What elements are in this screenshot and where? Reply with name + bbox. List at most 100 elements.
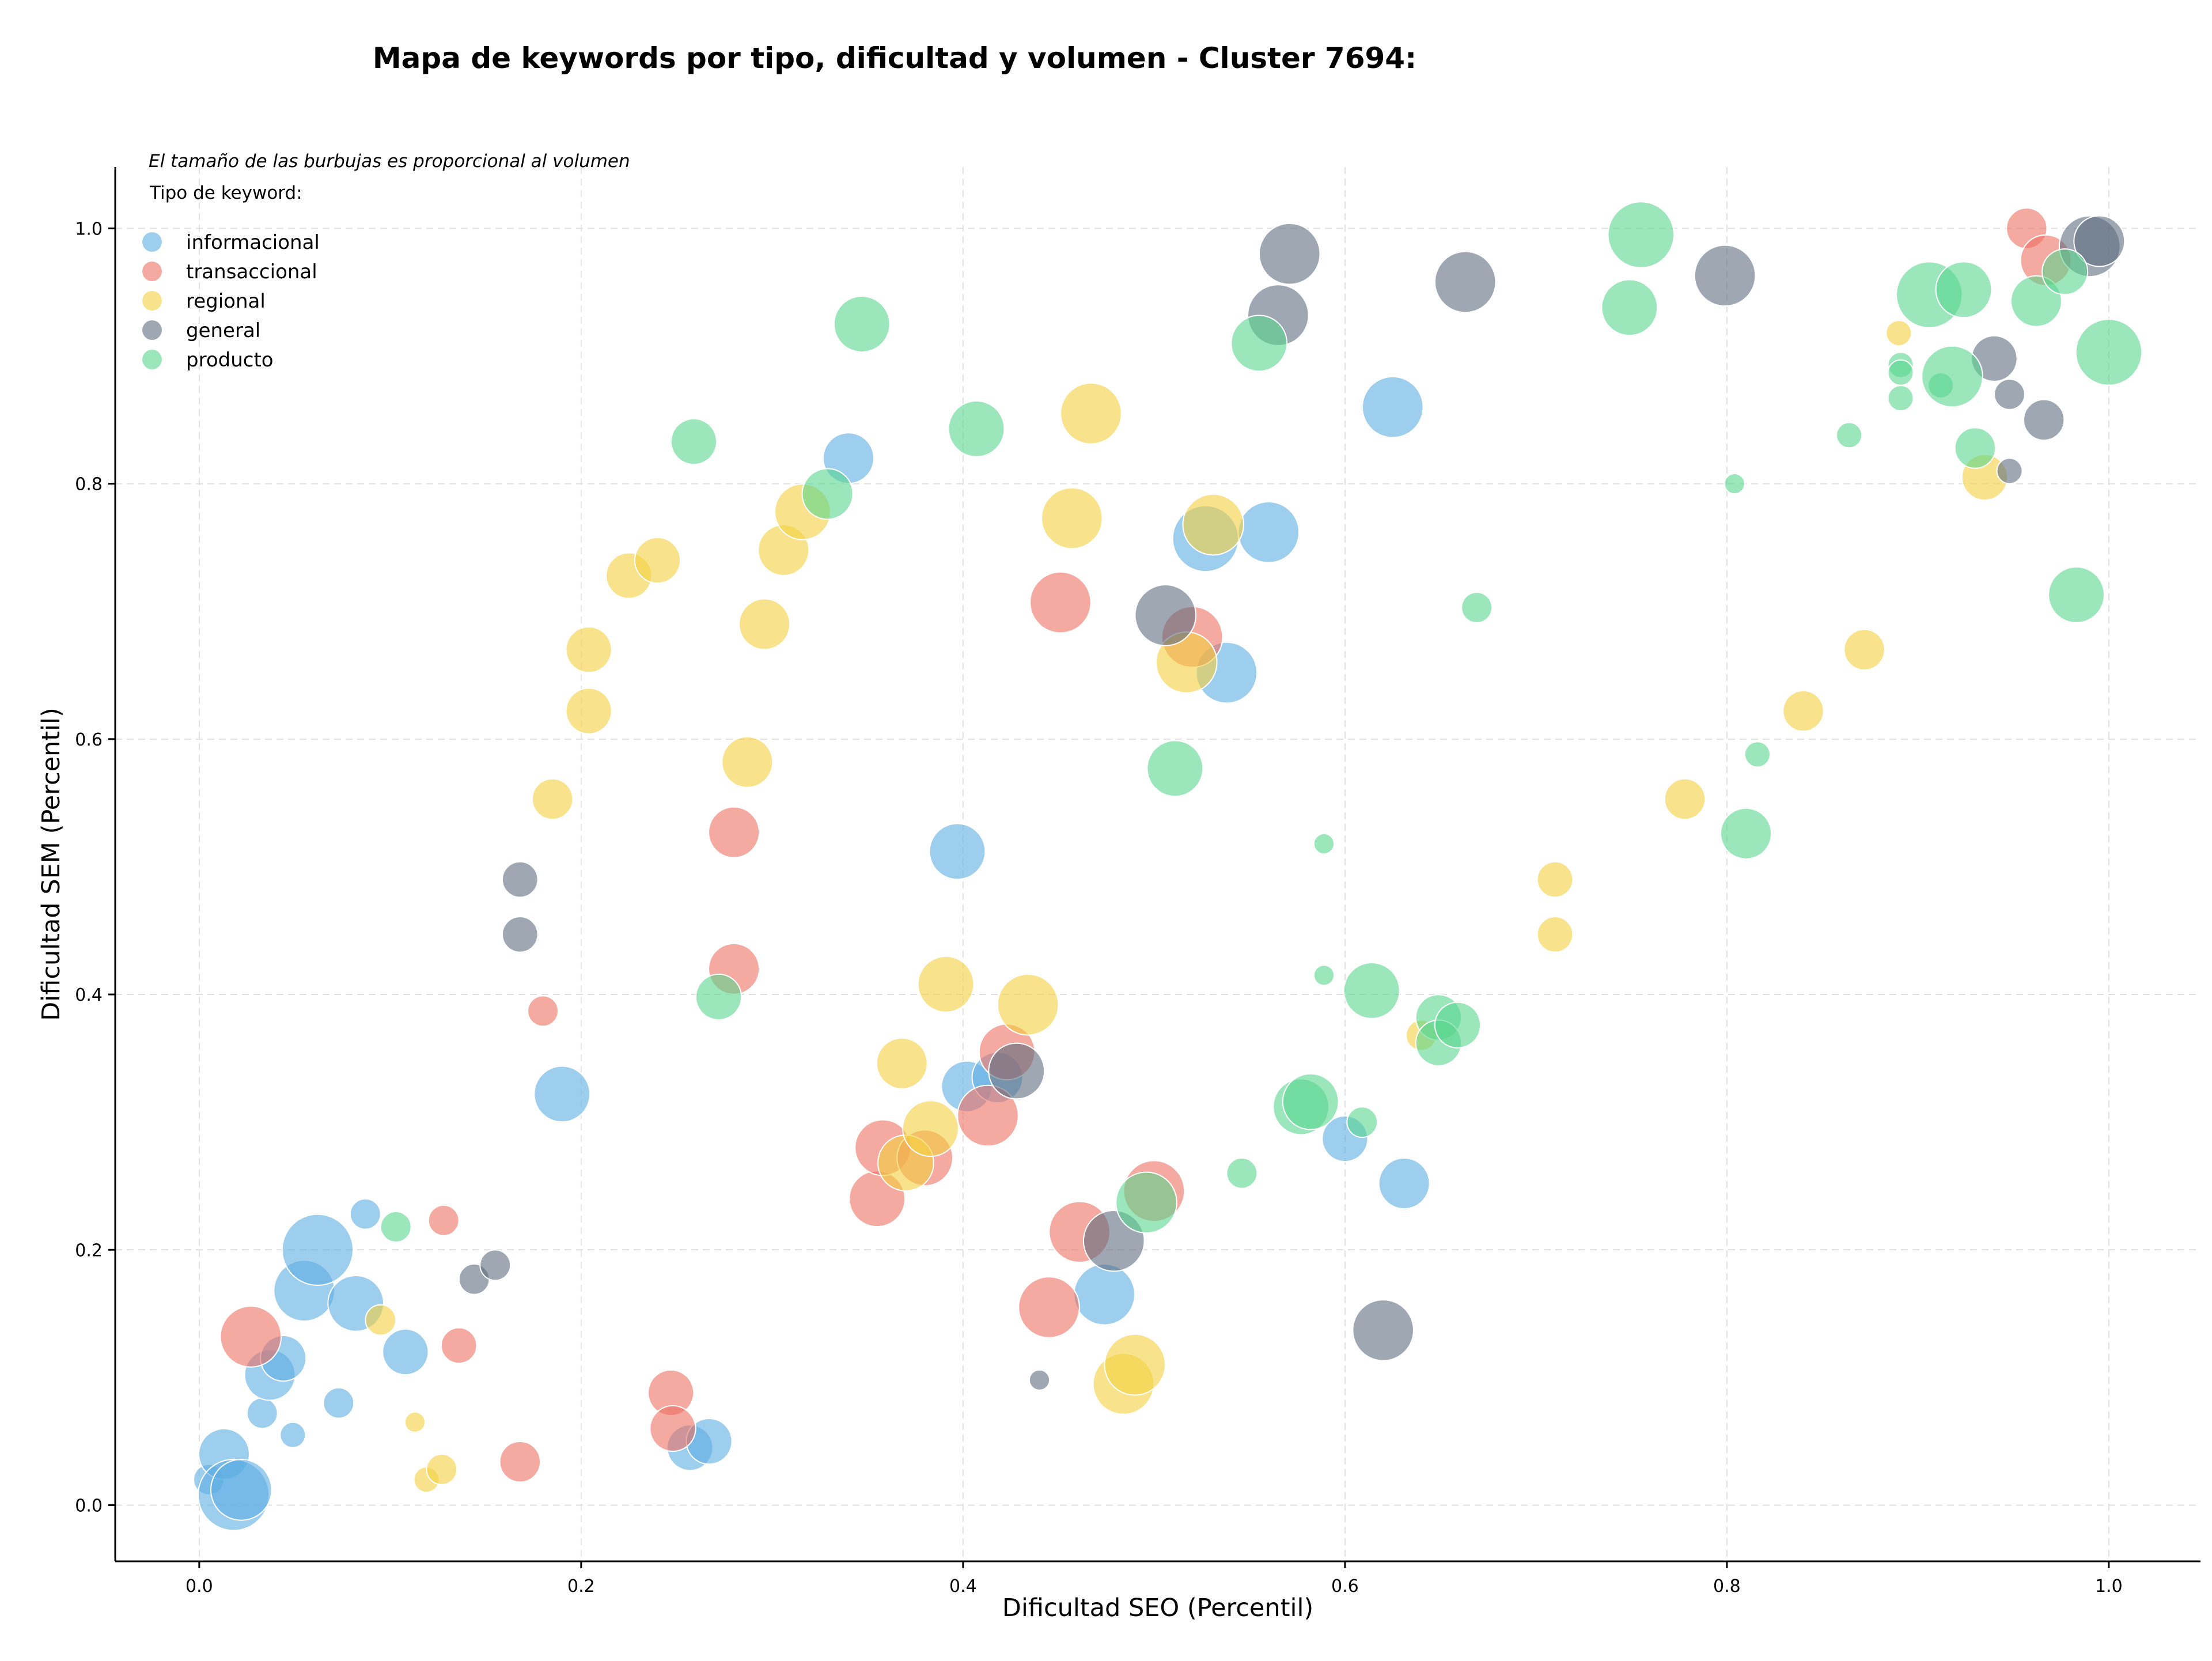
bubble-producto [1346,1106,1378,1138]
legend-marker-regional [142,291,162,311]
bubble-regional [1536,861,1574,898]
bubble-producto [833,296,891,353]
bubble-regional [426,1454,458,1485]
bubble-informacional [349,1198,381,1230]
x-tick-label: 0.8 [1713,1576,1741,1596]
x-tick-label: 0.2 [567,1576,595,1596]
bubble-producto [1115,1171,1177,1234]
bubble-regional [1536,916,1574,953]
bubble-regional [997,973,1059,1036]
bubble-transaccional [440,1327,478,1364]
x-tick-label: 1.0 [2095,1576,2123,1596]
bubble-informacional [210,1459,272,1521]
bubble-regional [1664,778,1706,820]
bubble-producto [1607,201,1675,268]
y-tick-label: 0.2 [75,1240,103,1261]
bubble-regional [1104,1333,1166,1396]
bubble-general [1994,379,2025,410]
bubble-producto [1461,592,1493,623]
bubble-transaccional [427,1204,460,1236]
bubble-general [479,1249,512,1281]
bubble-regional [404,1411,426,1433]
legend-label-regional: regional [186,290,266,313]
bubble-regional [1060,382,1122,445]
bubble-regional [917,955,975,1013]
bubble-informacional [1237,501,1300,563]
bubble-general [501,861,539,898]
bubble-regional [1885,320,1912,347]
bubble-informacional [929,823,986,880]
bubble-producto [1935,261,1993,319]
bubble-general [2022,399,2065,441]
legend-marker-producto [142,350,162,369]
bubble-general [1258,222,1321,285]
bubble-transaccional [1018,1276,1080,1338]
axis-ticks: 0.0 0.2 0.4 0.6 0.8 1.0 0.0 0.2 0.4 0.6 0.8 1.0 [75,219,2122,1596]
bubble-producto [695,973,743,1021]
bubbles [193,201,2143,1531]
bubble-informacional [382,1328,429,1376]
bubble-producto [1720,807,1772,860]
legend: Tipo de keyword: informacional transaccio… [142,183,320,372]
y-tick-label: 0.0 [75,1496,103,1516]
bubble-producto [1313,833,1335,855]
legend-label-general: general [186,319,260,342]
bubble-informacional [246,1397,278,1429]
bubble-producto [670,418,718,466]
bubble-regional [634,536,681,584]
bubble-regional [721,736,774,788]
bubble-general [1134,584,1197,646]
bubble-informacional [1361,376,1424,438]
bubble-general [2073,215,2126,267]
bubble-regional [531,778,574,820]
bubble-regional [565,687,612,735]
bubble-regional [1182,493,1244,556]
bubble-producto [1146,740,1204,797]
bubble-regional [876,1037,928,1089]
bubble-regional [565,626,612,674]
bubble-general [988,1042,1046,1100]
bubble-general [1352,1299,1414,1361]
bubble-transaccional [499,1440,541,1483]
bubble-regional [902,1100,959,1157]
legend-label-transaccional: transaccional [186,260,317,283]
bubble-informacional [279,1421,306,1448]
bubble-general [501,916,539,953]
x-tick-label: 0.4 [949,1576,977,1596]
legend-marker-transaccional [142,262,162,281]
bubble-informacional [533,1065,591,1123]
bubble-producto [1836,422,1863,449]
bubble-producto [1921,345,1983,408]
bubble-informacional [1073,1263,1135,1326]
bubble-transaccional [219,1306,282,1368]
grid-lines [115,167,2200,1561]
legend-marker-informacional [142,232,162,252]
bubble-producto [1954,427,1997,469]
bubble-producto [380,1210,412,1243]
bubble-producto [2041,248,2089,296]
bubble-general [1434,251,1497,313]
y-tick-label: 0.4 [75,985,103,1005]
legend-marker-general [142,320,162,340]
bubble-producto [801,468,854,520]
x-tick-label: 0.6 [1331,1576,1359,1596]
chart-title: Mapa de keywords por tipo, dificultad y … [373,41,1416,75]
x-axis-label: Dificultad SEO (Percentil) [1002,1594,1313,1622]
bubble-informacional [323,1387,355,1419]
y-tick-label: 0.6 [75,730,103,750]
legend-label-informacional: informacional [186,231,320,254]
y-tick-label: 0.8 [75,475,103,495]
bubble-regional [365,1304,397,1336]
bubble-producto [1724,472,1745,495]
bubble-producto [1282,1073,1339,1130]
bubble-size-note: El tamaño de las burbujas es proporciona… [149,151,630,172]
bubble-regional [1782,690,1824,732]
bubble-informacional [281,1213,354,1286]
bubble-transaccional [957,1084,1019,1147]
bubble-regional [738,598,791,650]
bubble-transaccional [527,995,559,1027]
y-tick-label: 1.0 [75,219,103,239]
x-tick-label: 0.0 [185,1576,213,1596]
bubble-transaccional [1029,571,1092,634]
